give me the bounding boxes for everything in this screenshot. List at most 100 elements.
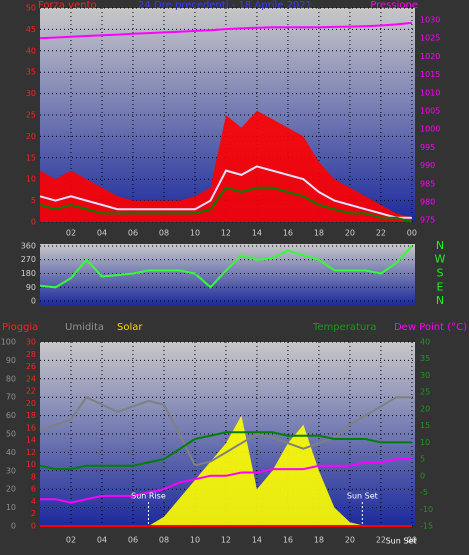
line — [40, 458, 412, 504]
line — [39, 21, 412, 40]
x-tick-label: 14 — [252, 229, 262, 238]
y2-tick-label: 1015 — [420, 70, 440, 79]
x-tick-label: 14 — [252, 536, 262, 545]
legend-label: Dew Point (°C) — [394, 322, 467, 333]
y3-tick-label: 18 — [26, 411, 36, 420]
x-tick-label: 00 — [407, 229, 417, 238]
y2-tick-label: 30 — [420, 371, 430, 380]
x-tick-label: 06 — [128, 229, 138, 238]
y2-tick-label: 990 — [420, 161, 435, 170]
y3-tick-label: 0 — [31, 522, 36, 531]
y3-tick-label: 6 — [31, 485, 36, 494]
x-tick-label: 18 — [314, 229, 324, 238]
x-tick-label: 20 — [345, 229, 355, 238]
y2-tick-label: 10 — [420, 438, 430, 447]
chart-title: 24 Ore precedenti - 18 Aprile 2021 — [138, 0, 312, 11]
line — [39, 186, 413, 223]
y-tick-label: 360 — [21, 241, 36, 250]
x-tick-label: 04 — [97, 229, 107, 238]
line — [39, 431, 412, 471]
line — [39, 165, 412, 219]
area — [40, 110, 412, 222]
y3-tick-label: 4 — [31, 497, 36, 506]
line — [39, 245, 413, 289]
y-tick-label: 40 — [6, 448, 16, 457]
legend-label: Solar — [117, 322, 143, 333]
y-tick-label: 100 — [1, 338, 16, 347]
y2-tick-label: 15 — [420, 421, 430, 430]
x-tick-label: 08 — [159, 536, 169, 545]
y2-tick-label: 975 — [420, 216, 435, 225]
y-tick-label: 270 — [21, 255, 36, 264]
axis-label: Pioggia — [2, 322, 38, 333]
x-tick-label: 00 — [407, 536, 417, 545]
y-tick-label: 30 — [6, 466, 16, 475]
y-tick-label: 20 — [26, 132, 36, 141]
y-tick-label: 40 — [26, 46, 36, 55]
y3-tick-label: 2 — [31, 509, 36, 518]
y3-tick-label: 30 — [26, 338, 36, 347]
y2-tick-label: 5 — [420, 455, 425, 464]
axis-label: Forza vento — [38, 0, 97, 11]
annotation: Sun Set — [347, 492, 378, 501]
x-tick-label: 16 — [283, 536, 293, 545]
x-tick-label: 12 — [221, 229, 231, 238]
y-tick-label: 180 — [21, 269, 36, 278]
y-tick-label: 15 — [26, 153, 36, 162]
y2-tick-label: S — [437, 267, 444, 280]
axis-label: Pressione — [370, 0, 418, 11]
y-tick-label: 70 — [6, 393, 16, 402]
y2-tick-label: 1025 — [420, 34, 440, 43]
x-tick-label: 18 — [314, 536, 324, 545]
y-tick-label: 60 — [6, 411, 16, 420]
y2-tick-label: 1010 — [420, 88, 440, 97]
annotation: Sun Rise — [131, 492, 166, 501]
x-tick-label: 08 — [159, 229, 169, 238]
y-tick-label: 90 — [26, 283, 36, 292]
x-tick-label: 16 — [283, 229, 293, 238]
y-tick-label: 90 — [6, 356, 16, 365]
y3-tick-label: 12 — [26, 448, 36, 457]
axis-label: Temperatura — [312, 322, 377, 333]
y3-tick-label: 20 — [26, 399, 36, 408]
y2-tick-label: W — [435, 253, 446, 266]
y2-tick-label: 980 — [420, 197, 435, 206]
x-tick-label: 22 — [376, 536, 386, 545]
y2-tick-label: 35 — [420, 354, 430, 363]
y-tick-label: 35 — [26, 68, 36, 77]
y-tick-label: 25 — [26, 111, 36, 120]
x-tick-label: 02 — [66, 536, 76, 545]
y-tick-label: 0 — [31, 218, 36, 227]
y3-tick-label: 8 — [31, 472, 36, 481]
x-tick-label: 06 — [128, 536, 138, 545]
y-tick-label: 50 — [26, 4, 36, 13]
y2-tick-label: N — [436, 294, 444, 307]
y2-tick-label: -5 — [420, 488, 428, 497]
y2-tick-label: 1020 — [420, 52, 440, 61]
y2-tick-label: 0 — [420, 471, 425, 480]
y2-tick-label: -15 — [420, 522, 433, 531]
y2-tick-label: E — [437, 280, 444, 293]
y2-tick-label: 1030 — [420, 16, 440, 25]
y3-tick-label: 22 — [26, 387, 36, 396]
y2-tick-label: -10 — [420, 505, 433, 514]
y-tick-label: 20 — [6, 485, 16, 494]
y2-tick-label: 20 — [420, 404, 430, 413]
y3-tick-label: 10 — [26, 460, 36, 469]
annotation: Sun Set — [386, 537, 417, 546]
x-tick-label: 10 — [190, 536, 200, 545]
plot-area — [40, 244, 415, 305]
x-tick-label: 02 — [66, 229, 76, 238]
y-tick-label: 80 — [6, 374, 16, 383]
y2-tick-label: 1000 — [420, 125, 440, 134]
area — [40, 415, 412, 526]
y2-tick-label: N — [436, 239, 444, 252]
line — [39, 395, 412, 467]
y-tick-label: 10 — [26, 175, 36, 184]
x-tick-label: 04 — [97, 536, 107, 545]
y-tick-label: 5 — [31, 196, 36, 205]
y3-tick-label: 14 — [26, 436, 36, 445]
y2-tick-label: 40 — [420, 338, 430, 347]
x-tick-label: 12 — [221, 536, 231, 545]
